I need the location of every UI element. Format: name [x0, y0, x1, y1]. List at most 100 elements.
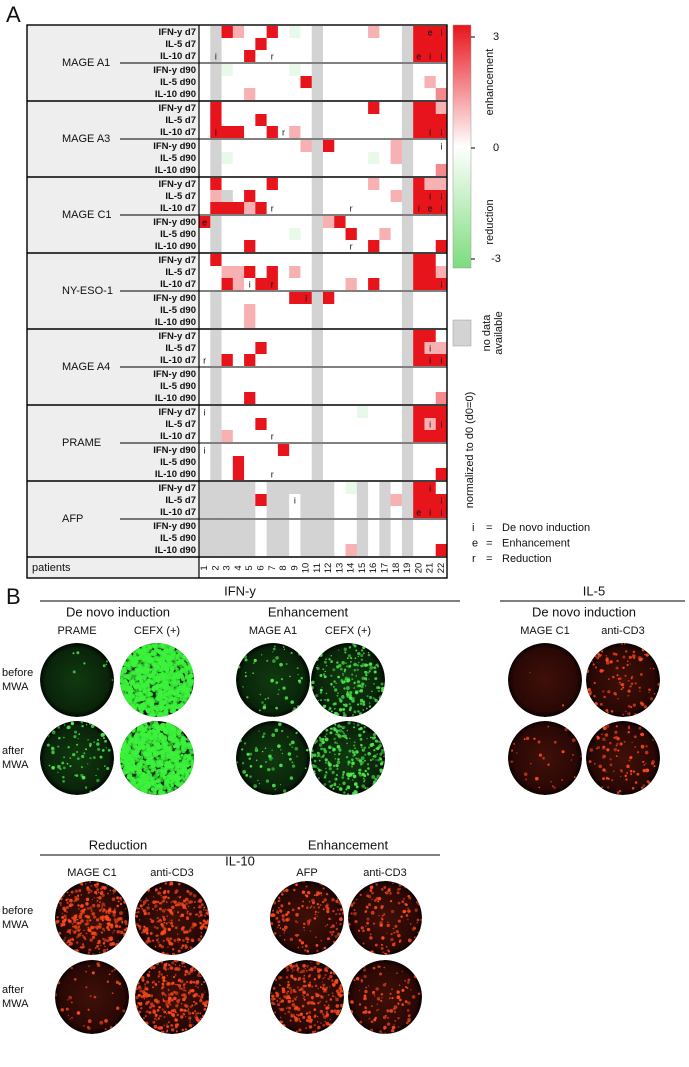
spot: [203, 909, 204, 910]
heat-cell: [244, 430, 256, 442]
heat-cell: [289, 266, 301, 278]
spot: [279, 935, 281, 937]
spot: [117, 917, 121, 921]
spot: [330, 708, 332, 710]
spot: [55, 921, 58, 924]
annotation: e: [202, 217, 207, 227]
spot: [286, 913, 288, 915]
heat-cell: [222, 216, 234, 228]
heat-cell: [222, 494, 234, 506]
spot: [602, 690, 604, 692]
spot: [325, 771, 327, 773]
heat-cell: [289, 38, 301, 50]
spot: [141, 932, 143, 934]
heat-cell: [210, 506, 222, 518]
well-image: [508, 721, 582, 795]
heat-cell: [300, 88, 312, 100]
spot: [332, 749, 334, 751]
spot: [100, 888, 101, 889]
spot: [630, 770, 633, 773]
spot: [291, 740, 295, 744]
spot: [60, 1008, 64, 1012]
heat-cell: [244, 444, 256, 456]
heat-cell: [300, 544, 312, 556]
spot: [280, 904, 283, 907]
heat-cell: [222, 152, 234, 164]
spot: [80, 946, 82, 948]
spot: [360, 654, 363, 657]
heat-cell: [424, 114, 436, 126]
spot: [59, 768, 60, 769]
heat-cell: [334, 190, 346, 202]
heat-cell: [199, 418, 211, 430]
spot: [71, 1002, 73, 1004]
spot: [369, 666, 373, 670]
heat-cell: [357, 26, 369, 38]
spot: [335, 935, 338, 938]
spot: [96, 918, 99, 921]
spot: [375, 748, 377, 750]
spot: [315, 741, 317, 743]
spot: [348, 654, 351, 657]
heat-cell: [300, 228, 312, 240]
heat-cell: [346, 266, 358, 278]
spot: [641, 787, 643, 789]
spot: [78, 930, 80, 932]
heat-cell: [278, 392, 290, 404]
heat-cell: [368, 520, 380, 532]
spot: [357, 652, 360, 655]
spot: [633, 651, 636, 654]
spot: [168, 921, 170, 923]
spot: [313, 770, 316, 773]
spot: [302, 890, 306, 894]
heat-cell: [255, 76, 267, 88]
heat-cell: [334, 380, 346, 392]
spot: [593, 663, 595, 665]
spot: [366, 738, 368, 740]
spot: [302, 995, 304, 997]
spot: [205, 926, 208, 929]
spot: [331, 655, 332, 656]
spot: [591, 660, 593, 662]
heat-cell: [278, 152, 290, 164]
spot: [150, 932, 153, 935]
spot: [197, 974, 200, 977]
heat-cell: [233, 278, 245, 290]
spot: [186, 981, 188, 983]
spot: [87, 763, 88, 764]
spot: [326, 665, 328, 667]
spot: [67, 746, 69, 748]
spot: [192, 940, 194, 942]
heat-cell: [402, 342, 414, 354]
heat-cell: [379, 266, 391, 278]
heat-cell: [323, 88, 335, 100]
spot: [305, 1027, 307, 1029]
spot: [195, 981, 199, 985]
spot: [302, 977, 305, 980]
annotation: i: [294, 495, 296, 505]
heat-cell: [436, 102, 448, 114]
spot: [334, 712, 337, 715]
spot: [326, 910, 329, 913]
spot: [89, 919, 91, 921]
spot: [122, 768, 126, 772]
spot: [149, 725, 152, 728]
row-label: IL-10 d7: [160, 279, 196, 290]
heat-cell: [436, 76, 448, 88]
spot: [326, 924, 328, 926]
heat-cell: [391, 342, 403, 354]
spot: [124, 742, 129, 747]
spot: [312, 901, 315, 904]
heat-cell: [413, 532, 425, 544]
spot: [162, 976, 166, 980]
heat-cell: [379, 202, 391, 214]
spot: [352, 772, 354, 774]
heat-cell: [379, 330, 391, 342]
heat-cell: [233, 304, 245, 316]
spot: [134, 684, 139, 689]
spot: [601, 651, 603, 653]
heat-cell: [267, 164, 279, 176]
spot: [620, 776, 621, 777]
spot: [116, 1024, 117, 1025]
heat-cell: [233, 164, 245, 176]
